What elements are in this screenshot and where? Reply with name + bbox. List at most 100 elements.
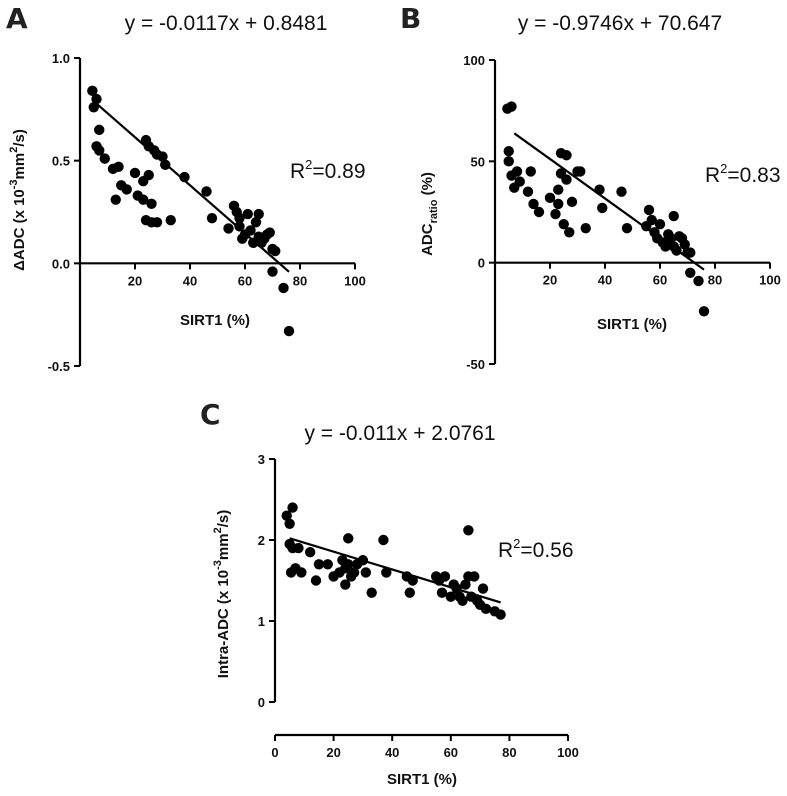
data-point-b xyxy=(506,101,517,112)
data-point-b xyxy=(685,267,696,278)
data-point-a xyxy=(160,159,171,170)
data-point-c xyxy=(343,533,354,544)
r2-letter-c: R xyxy=(498,539,513,562)
data-point-a xyxy=(146,198,157,209)
data-point-c xyxy=(281,510,292,521)
data-point-a xyxy=(88,102,99,113)
y-tick-label-b: 0 xyxy=(478,256,485,271)
data-point-c xyxy=(360,567,372,578)
data-point-a xyxy=(179,171,190,183)
equation-a: y = -0.0117x + 0.8481 xyxy=(125,12,328,35)
plot-area-b: -50 0 50 100 20 40 60 80 100 xyxy=(463,53,781,372)
data-point-c xyxy=(357,555,369,566)
ylabel-part1-a: ΔADC (x 10 xyxy=(11,189,28,271)
x-tick-label-b: 100 xyxy=(759,273,781,288)
x-tick-label-c: 60 xyxy=(444,745,458,760)
x-tick-label-c: 20 xyxy=(326,745,340,760)
y-tick-label-c: 1 xyxy=(258,614,265,629)
data-point-a xyxy=(201,186,212,197)
data-point-a xyxy=(234,212,245,224)
data-point-c xyxy=(343,559,354,570)
data-point-c xyxy=(340,579,351,590)
x-tick-label-c: 0 xyxy=(271,745,278,760)
plot-area-a: -0.5 0.0 0.5 1.0 20 40 60 80 100 xyxy=(48,51,366,374)
data-point-b xyxy=(660,241,671,252)
data-point-b xyxy=(685,247,696,258)
data-point-a xyxy=(91,93,102,105)
x-tick-label-a: 60 xyxy=(238,273,252,288)
data-point-c xyxy=(451,583,462,594)
y-tick-label-c: 2 xyxy=(258,533,265,548)
data-point-a xyxy=(151,217,163,228)
r2-value-c: =0.56 xyxy=(520,539,573,562)
data-point-c xyxy=(480,603,492,615)
regression-line-c xyxy=(289,537,501,604)
r-squared-a: R2=0.89 xyxy=(290,157,366,183)
data-point-b xyxy=(514,176,525,187)
data-point-b xyxy=(693,275,704,287)
data-point-a xyxy=(94,145,105,156)
panel-letter-a: A xyxy=(6,2,28,35)
x-tick-label-b: 80 xyxy=(708,273,722,288)
y-axis-label-c: Intra-ADC (x 10-3mm2/s) xyxy=(212,510,232,678)
data-point-b xyxy=(503,156,514,167)
r2-value-a: =0.89 xyxy=(312,160,365,183)
data-point-b xyxy=(525,166,536,177)
y-tick-label-b: 50 xyxy=(471,154,485,169)
ylabel-part1-c: Intra-ADC (x 10 xyxy=(215,570,232,678)
data-point-b xyxy=(621,223,633,234)
panel-a: A y = -0.0117x + 0.8481 R2=0.89 ΔADC (x … xyxy=(6,2,366,374)
ylabel-end-c: /s) xyxy=(215,510,232,528)
data-point-c xyxy=(313,559,325,570)
data-point-c xyxy=(407,575,418,586)
data-point-b xyxy=(679,239,690,250)
data-point-a xyxy=(113,161,124,173)
equation-c: y = -0.011x + 2.0761 xyxy=(304,422,495,445)
y-tick-label-b: 100 xyxy=(463,53,485,68)
data-point-c xyxy=(366,587,377,598)
data-point-c xyxy=(296,567,307,578)
x-tick-label-c: 80 xyxy=(502,745,516,760)
data-point-c xyxy=(436,587,448,598)
y-axis-label-a: ΔADC (x 10-3mm2/s) xyxy=(8,129,28,271)
data-point-b xyxy=(564,227,575,238)
ylabel-mid-c: mm xyxy=(215,533,232,560)
panel-letter-c: C xyxy=(200,398,221,431)
data-point-b xyxy=(566,196,578,208)
y-tick-label-c: 3 xyxy=(258,452,265,467)
data-point-b xyxy=(553,198,564,210)
equation-b: y = -0.9746x + 70.647 xyxy=(518,12,722,35)
data-point-b xyxy=(533,206,545,218)
data-point-b xyxy=(550,208,561,220)
data-point-c xyxy=(381,567,392,578)
data-point-a xyxy=(283,325,295,337)
data-point-b xyxy=(511,166,523,177)
y-axis-label-b: ADCratio (%) xyxy=(419,172,440,256)
data-point-a xyxy=(206,212,218,224)
data-point-b xyxy=(528,198,539,210)
data-point-c xyxy=(404,587,415,598)
x-tick-label-b: 20 xyxy=(543,273,557,288)
plot-area-c: 0 1 2 3 0 20 40 60 80 100 xyxy=(258,452,579,760)
r2-letter-b: R xyxy=(705,164,720,187)
x-tick-label-a: 20 xyxy=(128,273,142,288)
data-point-c xyxy=(477,583,489,594)
x-axis-label-b: SIRT1 (%) xyxy=(597,316,667,333)
data-point-a xyxy=(138,194,149,205)
data-point-b xyxy=(561,174,572,185)
data-point-c xyxy=(469,571,480,582)
data-point-b xyxy=(665,233,677,244)
data-point-b xyxy=(503,146,514,157)
data-point-b xyxy=(594,184,605,195)
data-point-a xyxy=(99,153,110,164)
r2-exponent-a: 2 xyxy=(305,157,312,172)
ylabel-part1-b: ADC xyxy=(419,223,436,256)
data-point-b xyxy=(643,204,655,216)
y-tick-label-a: -0.5 xyxy=(48,359,70,374)
data-point-b xyxy=(561,150,572,161)
data-point-a xyxy=(87,85,98,97)
data-point-c xyxy=(348,567,360,578)
y-tick-label-c: 0 xyxy=(258,695,265,710)
data-point-a xyxy=(157,151,168,162)
